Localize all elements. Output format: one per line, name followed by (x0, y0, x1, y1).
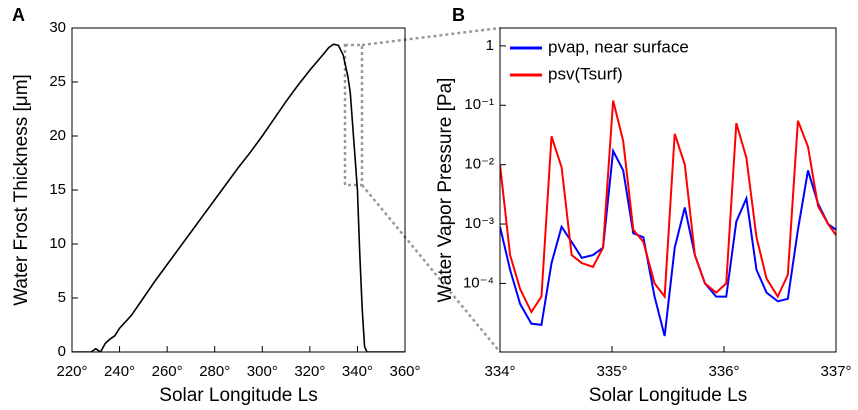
x-axis-label: Solar Longitude Ls (589, 385, 747, 406)
x-axis-label: Solar Longitude Ls (159, 385, 317, 406)
x-tick-label: 340° (342, 363, 373, 380)
legend-label: pvap, near surface (548, 37, 689, 56)
axes-box (71, 27, 406, 353)
axes-box (499, 27, 837, 353)
y-axis-label: Water Vapor Pressure [Pa] (435, 78, 456, 303)
data-line (500, 147, 836, 337)
data-line (500, 100, 836, 315)
panel: B 334° 335° 336° 337° 10⁻⁴ 10⁻³ 10⁻² 10⁻¹ 1 Solar … (435, 5, 852, 406)
legend-label: psv(Tsurf) (548, 64, 623, 83)
panel: A 220° 240° 260° 280° 300° 320° 340° 360° 0 5 10 15 2… (11, 5, 421, 406)
x-tick-label: 240° (104, 363, 135, 380)
zoom-connector (361, 26, 501, 47)
y-tick-label: 0 (58, 343, 66, 360)
x-tick-label: 334° (484, 363, 515, 380)
y-tick-label: 5 (58, 289, 66, 306)
x-tick-label: 300° (247, 363, 278, 380)
zoom-indicator (343, 26, 501, 353)
x-tick-label: 360° (389, 363, 420, 380)
zoom-box (343, 43, 364, 187)
panel-label: B (452, 5, 465, 25)
x-tick-label: 336° (708, 363, 739, 380)
y-tick-label: 10⁻² (464, 156, 494, 173)
y-tick-label: 25 (49, 73, 66, 90)
y-tick-label: 10⁻¹ (464, 96, 494, 113)
y-tick-label: 10⁻⁴ (463, 274, 494, 291)
y-tick-label: 15 (49, 181, 66, 198)
y-axis-label: Water Frost Thickness [μm] (11, 74, 32, 306)
y-tick-label: 20 (49, 127, 66, 144)
x-tick-label: 260° (152, 363, 183, 380)
y-tick-label: 1 (486, 37, 494, 54)
y-tick-label: 10 (49, 235, 66, 252)
x-tick-label: 335° (596, 363, 627, 380)
y-tick-label: 10⁻³ (464, 215, 494, 232)
zoom-connector (361, 184, 501, 353)
x-tick-label: 320° (294, 363, 325, 380)
panel-label: A (12, 5, 25, 25)
x-tick-label: 280° (199, 363, 230, 380)
data-line (72, 43, 405, 352)
y-tick-label: 30 (49, 19, 66, 36)
x-tick-label: 220° (56, 363, 87, 380)
x-tick-label: 337° (820, 363, 851, 380)
